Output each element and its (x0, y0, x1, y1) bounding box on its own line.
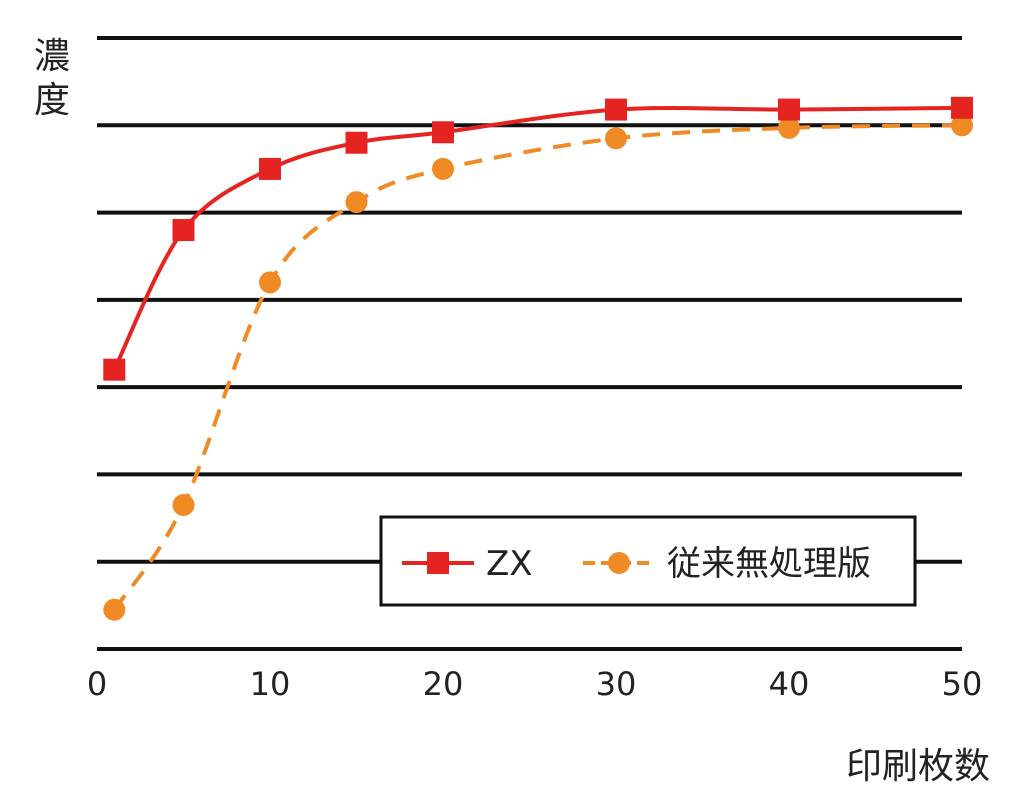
data-point-conventional (259, 271, 281, 294)
legend: ZX 従来無処理版 (379, 515, 917, 607)
data-point-conventional (605, 127, 627, 150)
data-point-zx (778, 98, 800, 121)
series-line-conventional (112, 123, 963, 611)
legend-entry-conventional: 従来無処理版 (583, 544, 871, 584)
data-point-zx (259, 157, 281, 180)
grid-lines (97, 36, 962, 651)
x-tick-label: 10 (250, 665, 291, 703)
x-axis-title: 印刷枚数 (846, 746, 990, 787)
y-axis-title-text: 濃度 (34, 36, 70, 121)
y-axis-title: 濃度 (34, 36, 70, 121)
data-point-zx (605, 98, 627, 121)
data-point-zx (172, 219, 195, 242)
data-point-zx (103, 358, 126, 381)
legend-label: ZX (486, 544, 533, 584)
x-tick-label: 0 (87, 665, 107, 703)
x-tick-label: 30 (596, 665, 637, 703)
data-point-conventional (172, 493, 195, 516)
data-point-zx (345, 131, 368, 154)
legend-entry-zx: ZX (402, 544, 533, 584)
data-point-conventional (778, 116, 800, 139)
data-point-conventional (103, 598, 126, 621)
series-zx (103, 96, 973, 381)
data-point-zx (432, 121, 454, 144)
legend-marker (427, 552, 449, 574)
series-layer (103, 96, 973, 621)
data-point-conventional (432, 157, 454, 180)
data-point-conventional (345, 191, 368, 214)
x-tick-labels: 0 10 20 30 40 50 (87, 665, 983, 703)
series-conventional (103, 114, 973, 621)
data-point-zx (951, 96, 973, 119)
legend-marker (608, 552, 630, 574)
data-point-conventional (951, 114, 973, 137)
series-line-zx (112, 105, 963, 371)
legend-label: 従来無処理版 (667, 544, 871, 584)
x-tick-label: 20 (423, 665, 464, 703)
x-tick-label: 40 (769, 665, 810, 703)
x-tick-label: 50 (942, 665, 983, 703)
